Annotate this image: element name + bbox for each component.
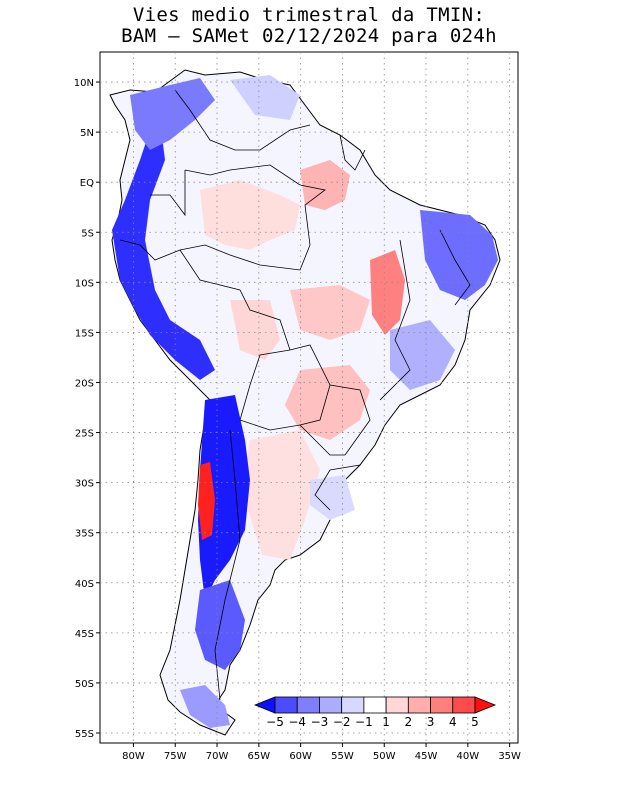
- map-title-line1: Vies medio trimestral da TMIN:: [132, 4, 486, 26]
- bias-area-andes-south: [198, 395, 250, 600]
- bias-area-gran-chaco: [230, 300, 280, 360]
- bias-area-parana: [285, 365, 370, 440]
- lat-tick-label: 55S: [75, 729, 94, 740]
- colorbar-label: 3: [427, 715, 435, 729]
- lat-tick-label: 20S: [75, 378, 94, 389]
- bias-area-chile-coast: [198, 462, 215, 540]
- bias-area-north: [300, 160, 350, 210]
- lon-tick-label: 80W: [122, 751, 145, 762]
- bias-area-amazon: [200, 180, 300, 250]
- bias-area-central: [290, 285, 370, 340]
- colorbar-label: −4: [288, 715, 306, 729]
- colorbar-label: 2: [405, 715, 413, 729]
- lat-tick-label: 40S: [75, 579, 94, 590]
- colorbar-segment: [407, 696, 431, 714]
- graticule: [100, 52, 518, 743]
- lat-tick-label: 15S: [75, 328, 94, 339]
- latitude-labels: 10N 5N EQ 5S 10S 15S 20S 25S 30S 35S 40S 45S 50S 55S: [74, 78, 100, 740]
- colorbar-label: −5: [266, 715, 284, 729]
- colorbar-segment: [452, 696, 476, 714]
- bias-area-andes-north: [112, 120, 215, 380]
- colorbar: −5 −4 −3 −2 −1 1 2 3 4 5: [253, 696, 497, 729]
- map-layer: [100, 52, 518, 743]
- bias-area-guiana: [230, 75, 300, 120]
- lat-tick-label: 35S: [75, 529, 94, 540]
- lat-tick-label: 50S: [75, 679, 94, 690]
- lat-tick-label: 10S: [75, 278, 94, 289]
- colorbar-segment: [296, 696, 320, 714]
- colorbar-label: 5: [471, 715, 479, 729]
- lat-tick-label: EQ: [80, 178, 94, 189]
- colorbar-label: 1: [382, 715, 390, 729]
- lon-tick-label: 35W: [498, 751, 521, 762]
- colorbar-label: −2: [333, 715, 351, 729]
- lon-tick-label: 65W: [248, 751, 271, 762]
- lon-tick-label: 40W: [457, 751, 480, 762]
- colorbar-label: 4: [449, 715, 457, 729]
- lat-tick-label: 30S: [75, 479, 94, 490]
- lon-tick-label: 45W: [415, 751, 438, 762]
- longitude-labels: 80W 75W 70W 65W 60W 55W 50W 45W 40W 35W: [122, 743, 521, 762]
- lat-tick-label: 5S: [81, 228, 94, 239]
- colorbar-segment: [274, 696, 298, 714]
- bias-area-argentina: [245, 430, 320, 560]
- colorbar-segment: [319, 696, 343, 714]
- colorbar-segment: [430, 696, 454, 714]
- colorbar-segment: [341, 696, 365, 714]
- bias-area-tierra-del-fuego: [180, 685, 230, 728]
- lon-tick-label: 75W: [164, 751, 187, 762]
- colorbar-label: −1: [355, 715, 373, 729]
- lat-tick-label: 5N: [80, 128, 94, 139]
- lat-tick-label: 45S: [75, 629, 94, 640]
- bias-area-northeast: [420, 210, 498, 300]
- colorbar-segment: [363, 696, 387, 714]
- country-borders: [119, 89, 471, 701]
- bias-area-sao-francisco: [390, 320, 455, 390]
- bias-area-colombia: [130, 78, 215, 150]
- lon-tick-label: 55W: [331, 751, 354, 762]
- colorbar-extend-max: [474, 696, 497, 714]
- lon-tick-label: 50W: [373, 751, 396, 762]
- lat-tick-label: 25S: [75, 429, 94, 440]
- colorbar-segment: [385, 696, 409, 714]
- lon-tick-label: 70W: [206, 751, 229, 762]
- map-title-line2: BAM – SAMet 02/12/2024 para 024h: [121, 25, 497, 47]
- bias-area-uruguay: [310, 475, 355, 520]
- lon-tick-label: 60W: [289, 751, 312, 762]
- bias-area-tocantins: [370, 250, 405, 335]
- colorbar-label: −3: [311, 715, 329, 729]
- lat-tick-label: 10N: [74, 78, 94, 89]
